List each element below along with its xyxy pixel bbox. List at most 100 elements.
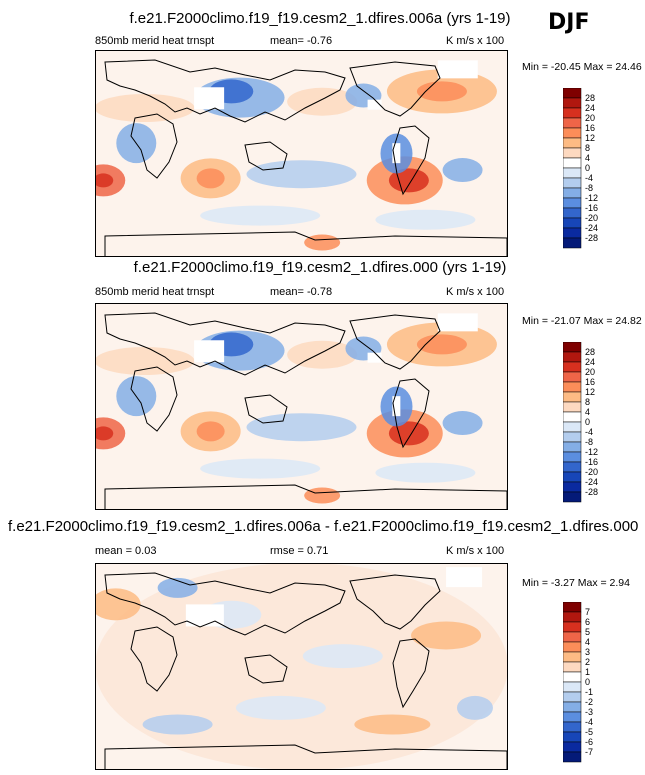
colorbar-swatch [563, 731, 582, 743]
colorbar-swatch [563, 421, 582, 433]
colorbar-tick-label: -6 [585, 737, 593, 747]
colorbar-swatch [563, 137, 582, 149]
left-label: 850mb merid heat trnspt [95, 286, 215, 298]
panel-title: f.e21.F2000climo.f19_f19.cesm2_1.dfires.… [8, 518, 639, 535]
colorbar-swatch [563, 471, 582, 483]
colorbar-tick-label: 24 [585, 357, 595, 367]
colorbar-swatch [563, 701, 582, 713]
colorbar-swatch [563, 381, 582, 393]
map-plot [95, 563, 508, 770]
colorbar-tick-label: -1 [585, 687, 593, 697]
colorbar-tick-label: 0 [585, 163, 590, 173]
panel-title: f.e21.F2000climo.f19_f19.cesm2_1.dfires.… [133, 259, 507, 276]
colorbar-tick-label: -28 [585, 233, 598, 243]
colorbar-tick-label: 4 [585, 637, 590, 647]
colorbar-swatch [563, 187, 582, 199]
colorbar-tick-label: -28 [585, 487, 598, 497]
colorbar-tick-label: 3 [585, 647, 590, 657]
colorbar-swatch [563, 401, 582, 413]
colorbar-tick-label: 8 [585, 143, 590, 153]
colorbar-tick-label: 12 [585, 133, 595, 143]
colorbar-swatch [563, 371, 582, 383]
colorbar-swatch [563, 631, 582, 643]
map-plot [95, 50, 508, 257]
panel-title: f.e21.F2000climo.f19_f19.cesm2_1.dfires.… [129, 10, 511, 27]
colorbar-swatch [563, 721, 582, 733]
min-max-label: Min = -20.45 Max = 24.46 [522, 61, 642, 73]
colorbar-tick-label: 0 [585, 677, 590, 687]
colorbar-tick-label: 28 [585, 347, 595, 357]
colorbar-tick-label: -20 [585, 467, 598, 477]
colorbar-swatch [563, 361, 582, 373]
left-label: mean = 0.03 [95, 545, 157, 557]
left-label: 850mb merid heat trnspt [95, 35, 215, 47]
colorbar-swatch [563, 391, 582, 403]
colorbar-swatch [563, 611, 582, 623]
colorbar-swatch [563, 451, 582, 463]
colorbar-tick-label: 1 [585, 667, 590, 677]
colorbar-tick-label: 4 [585, 407, 590, 417]
colorbar-tick-label: -24 [585, 477, 598, 487]
colorbar-tick-label: -4 [585, 717, 593, 727]
colorbar-tick-label: -12 [585, 447, 598, 457]
colorbar-tick-label: 0 [585, 417, 590, 427]
units-label: K m/s x 100 [446, 286, 505, 298]
colorbar-tick-label: 6 [585, 617, 590, 627]
colorbar-tick-label: -16 [585, 203, 598, 213]
colorbar-swatch [563, 197, 582, 209]
colorbar-swatch [563, 661, 582, 673]
colorbar-swatch [563, 88, 582, 99]
units-label: K m/s x 100 [446, 545, 505, 557]
colorbar-swatch [563, 351, 582, 363]
colorbar-swatch [563, 167, 582, 179]
colorbar-tick-label: -5 [585, 727, 593, 737]
colorbar-tick-label: -20 [585, 213, 598, 223]
mean-label: mean= -0.78 [270, 286, 333, 298]
colorbar-tick-label: 2 [585, 657, 590, 667]
colorbar-tick-label: 5 [585, 627, 590, 637]
colorbar-tick-label: 20 [585, 113, 595, 123]
colorbar-tick-label: -8 [585, 437, 593, 447]
colorbar-tick-label: -12 [585, 193, 598, 203]
colorbar-swatch [563, 157, 582, 169]
map-plot [95, 303, 508, 510]
colorbar-swatch [563, 177, 582, 189]
colorbar-tick-label: -16 [585, 457, 598, 467]
colorbar-swatch [563, 441, 582, 453]
colorbar-tick-label: 12 [585, 387, 595, 397]
colorbar-tick-label: 8 [585, 397, 590, 407]
colorbar-tick-label: -8 [585, 183, 593, 193]
colorbar-swatch [563, 491, 582, 503]
colorbar-tick-label: 28 [585, 93, 595, 103]
colorbar-tick-label: 16 [585, 123, 595, 133]
colorbar-swatch [563, 411, 582, 423]
min-max-label: Min = -21.07 Max = 24.82 [522, 315, 642, 327]
colorbar-swatch [563, 741, 582, 753]
colorbar-tick-label: -4 [585, 173, 593, 183]
colorbar-swatch [563, 602, 582, 613]
colorbar-tick-label: -4 [585, 427, 593, 437]
colorbar-tick-label: -3 [585, 707, 593, 717]
units-label: K m/s x 100 [446, 35, 505, 47]
mean-label: mean= -0.76 [270, 35, 333, 47]
colorbar-swatch [563, 621, 582, 633]
colorbar-tick-label: -24 [585, 223, 598, 233]
colorbar-swatch [563, 641, 582, 653]
colorbar-swatch [563, 217, 582, 229]
mean-label: rmse = 0.71 [270, 545, 329, 557]
colorbar-swatch [563, 671, 582, 683]
colorbar-tick-label: -2 [585, 697, 593, 707]
colorbar-tick-label: -7 [585, 747, 593, 757]
colorbar-swatch [563, 342, 582, 353]
colorbar-swatch [563, 691, 582, 703]
colorbar-swatch [563, 651, 582, 663]
colorbar-tick-label: 7 [585, 607, 590, 617]
colorbar-swatch [563, 107, 582, 119]
colorbar-tick-label: 16 [585, 377, 595, 387]
colorbar-swatch [563, 751, 582, 763]
colorbar-swatch [563, 431, 582, 443]
colorbar-swatch [563, 681, 582, 693]
